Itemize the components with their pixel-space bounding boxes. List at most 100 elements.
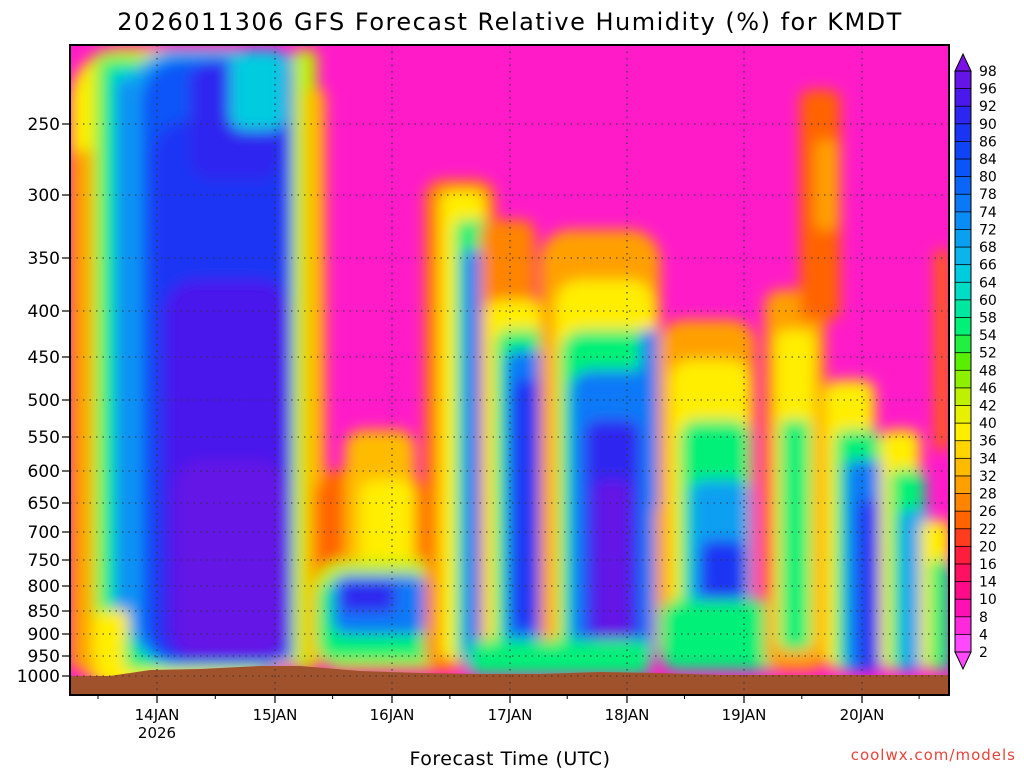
plot-area: [70, 45, 949, 695]
credit-text: coolwx.com/models: [851, 746, 1016, 764]
contour-blob: [175, 460, 285, 660]
colorbar-segment: [955, 616, 971, 635]
colorbar-label: 60: [979, 293, 997, 309]
colorbar-label: 92: [979, 99, 997, 115]
colorbar-segment: [955, 123, 971, 142]
colorbar-label: 34: [979, 451, 997, 467]
colorbar-label: 96: [979, 82, 997, 98]
contour-blob: [340, 582, 395, 612]
grid-lines: [70, 45, 949, 695]
x-tick-label: 19JAN: [722, 706, 767, 724]
colorbar-segment: [955, 229, 971, 248]
x-tick-label: 14JAN: [135, 706, 180, 724]
colorbar-label: 72: [979, 222, 997, 238]
contour-blob: [470, 640, 650, 675]
y-tick-label: 250: [28, 115, 60, 135]
y-tick-label: 300: [28, 186, 60, 206]
colorbar-segment: [955, 264, 971, 283]
x-axis-label: Forecast Time (UTC): [410, 748, 611, 768]
colorbar-segment: [955, 511, 971, 530]
contour-blob: [930, 560, 949, 670]
colorbar-segment: [955, 282, 971, 301]
colorbar-segment: [955, 247, 971, 266]
colorbar-label: 4: [979, 627, 988, 643]
y-tick-label: 950: [28, 647, 60, 667]
y-tick-label: 1000: [17, 667, 60, 687]
colorbar-label: 36: [979, 434, 997, 450]
colorbar-segment: [955, 475, 971, 495]
x-subtick-year: 2026: [138, 724, 176, 742]
y-tick-label: 800: [28, 577, 60, 597]
y-tick-label: 350: [28, 249, 60, 269]
colorbar-label: 26: [979, 504, 997, 520]
contour-blob: [815, 140, 840, 230]
colorbar-label: 64: [979, 275, 997, 291]
colorbar-label: 66: [979, 258, 997, 274]
colorbar-segment: [955, 106, 971, 125]
y-tick-label: 750: [28, 551, 60, 571]
contour-blob: [780, 420, 810, 650]
colorbar-segment: [955, 335, 971, 354]
colorbar-label: 90: [979, 117, 997, 133]
colorbar-segment: [955, 493, 971, 512]
colorbar-segment: [955, 387, 971, 407]
colorbar-label: 74: [979, 205, 997, 221]
colorbar-label: 40: [979, 416, 997, 432]
colorbar-label: 58: [979, 310, 997, 326]
colorbar-label: 20: [979, 539, 997, 555]
colorbar-segment: [955, 581, 971, 600]
chart-title: 2026011306 GFS Forecast Relative Humidit…: [117, 8, 903, 36]
y-tick-label: 550: [28, 428, 60, 448]
colorbar-segment: [955, 563, 971, 583]
x-tick-label: 16JAN: [370, 706, 415, 724]
colorbar-segment: [955, 634, 971, 653]
colorbar-label: 48: [979, 363, 997, 379]
colorbar-label: 42: [979, 399, 997, 415]
colorbar-label: 84: [979, 152, 997, 168]
colorbar-label: 14: [979, 575, 997, 591]
colorbar-label: 52: [979, 346, 997, 362]
colorbar-label: 78: [979, 187, 997, 203]
contour-blob: [935, 250, 949, 450]
x-axis: 14JAN 15JAN 16JAN 17JAN 18JAN 19JAN 20JAN: [97, 695, 920, 724]
colorbar-segment: [955, 299, 971, 318]
colorbar-bottom-arrow: [954, 651, 972, 671]
colorbar-label: 32: [979, 469, 997, 485]
y-tick-label: 600: [28, 462, 60, 482]
y-tick-label: 400: [28, 302, 60, 322]
x-tick-label: 17JAN: [488, 706, 533, 724]
colorbar-segment: [955, 440, 971, 459]
colorbar-segment: [955, 423, 971, 442]
colorbar-label: 28: [979, 487, 997, 503]
y-tick-label: 700: [28, 523, 60, 543]
colorbar-label: 16: [979, 557, 997, 573]
y-tick-label: 500: [28, 391, 60, 411]
colorbar-label: 2: [979, 645, 988, 661]
colorbar-label: 98: [979, 64, 997, 80]
x-tick-label: 15JAN: [253, 706, 298, 724]
colorbar-segment: [955, 141, 971, 160]
colorbar-label: 8: [979, 610, 988, 626]
colorbar-segment: [955, 194, 971, 213]
terrain-ground: [70, 676, 949, 695]
x-tick-label: 18JAN: [605, 706, 650, 724]
colorbar-segment: [955, 176, 971, 195]
colorbar: 9896929086848078747268666460585452484642…: [954, 52, 997, 671]
colorbar-segment: [955, 88, 971, 107]
terrain-ridge: [70, 666, 949, 680]
colorbar-segment: [955, 370, 971, 389]
colorbar-segment: [955, 159, 971, 178]
colorbar-label: 68: [979, 240, 997, 256]
colorbar-label: 22: [979, 522, 997, 538]
colorbar-segment: [955, 458, 971, 477]
colorbar-segment: [955, 352, 971, 371]
contour-blob: [640, 330, 658, 510]
contour-blob: [230, 50, 285, 130]
y-tick-label: 900: [28, 625, 60, 645]
y-tick-label: 850: [28, 602, 60, 622]
colorbar-label: 54: [979, 328, 997, 344]
colorbar-label: 10: [979, 592, 997, 608]
colorbar-segment: [955, 71, 971, 90]
colorbar-label: 86: [979, 134, 997, 150]
